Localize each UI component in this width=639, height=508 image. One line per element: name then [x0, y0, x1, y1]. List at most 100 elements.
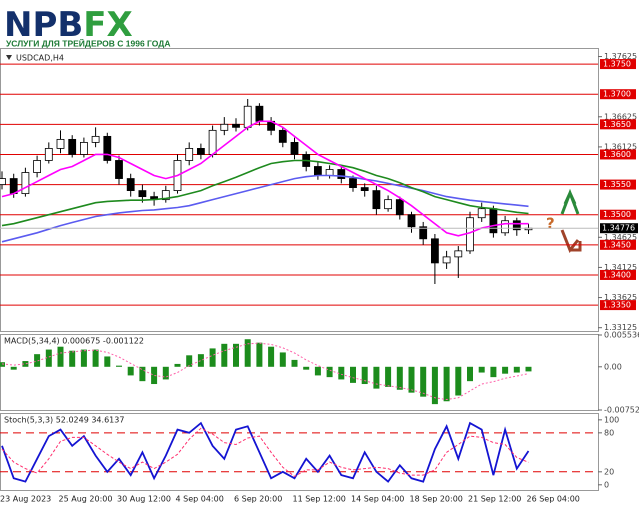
level-label-bg: [600, 209, 636, 220]
macd-bar: [34, 354, 41, 367]
macd-bar: [127, 366, 134, 376]
macd-bar: [385, 366, 392, 387]
x-tick-label: 23 Aug 2023: [0, 495, 51, 504]
candle-body: [103, 135, 112, 161]
candle-body: [185, 148, 194, 161]
stoch-panel: [0, 413, 599, 491]
candle-body: [220, 123, 229, 131]
macd-bar: [408, 366, 415, 393]
candle-body: [395, 199, 404, 216]
macd-bar: [314, 366, 321, 376]
candle-body: [33, 160, 41, 173]
macd-bar: [233, 343, 239, 367]
current-price: 1.34776: [602, 224, 635, 233]
y-tick-label: 100: [604, 415, 619, 424]
candle-body: [21, 172, 30, 195]
stoch-line: [1, 427, 529, 477]
level-label-bg: [600, 89, 636, 100]
question-mark: ?: [546, 215, 555, 233]
x-tick-label: 4 Sep 04:00: [176, 495, 224, 504]
macd-bar: [162, 366, 169, 380]
x-tick-label: 30 Aug 12:00: [117, 495, 171, 504]
candle-body: [501, 220, 510, 234]
x-tick-label: 11 Sep 12:00: [293, 495, 346, 504]
macd-bar: [502, 366, 509, 374]
macd-bar: [92, 349, 99, 367]
y-tick-label: 0.00: [604, 362, 622, 371]
candle-body: [80, 141, 88, 155]
candle-body: [126, 178, 135, 192]
logo-left: NPB: [4, 5, 83, 45]
level-label: 1.3350: [603, 301, 631, 310]
forecast-arrows: ?: [546, 188, 582, 253]
candle-body: [512, 220, 521, 231]
symbol-marker: [6, 55, 12, 60]
x-tick-label: 26 Sep 04:00: [527, 495, 580, 504]
logo: NPBFX: [4, 5, 133, 45]
macd-bar: [0, 362, 5, 367]
macd-bar: [396, 366, 403, 390]
macd-bar: [57, 346, 64, 367]
candle-body: [384, 199, 393, 210]
moving-average: [1, 174, 529, 243]
macd-bar: [326, 366, 333, 378]
macd-bar: [443, 366, 450, 402]
macd-bar: [10, 366, 17, 370]
macd-bar: [279, 352, 286, 367]
level-label-bg: [600, 269, 636, 280]
y-tick-label: 0.005536: [604, 331, 639, 340]
candle-body: [466, 217, 474, 252]
candle-body: [454, 250, 463, 258]
macd-signal: [1, 342, 529, 401]
macd-bar: [80, 349, 87, 367]
macd-bar: [139, 366, 146, 382]
macd-bar: [338, 366, 345, 380]
level-label: 1.3500: [603, 210, 631, 219]
macd-bar: [197, 354, 204, 367]
macd-bar: [268, 346, 275, 367]
candle-body: [208, 129, 217, 155]
level-label: 1.3700: [603, 90, 631, 99]
candle-body: [419, 226, 428, 240]
y-tick-label: -0.007522: [604, 406, 639, 415]
moving-average: [1, 120, 529, 237]
macd-bar: [104, 356, 111, 367]
macd-bar: [186, 355, 193, 367]
candle-body: [337, 169, 346, 179]
candle-body: [430, 238, 439, 264]
level-label-bg: [600, 239, 636, 250]
logo-tagline: УСЛУГИ ДЛЯ ТРЕЙДЕРОВ С 1996 ГОДА: [6, 37, 170, 48]
candle-body: [477, 208, 486, 219]
candle-body: [68, 138, 77, 155]
y-tick-label: 1.33625: [604, 293, 637, 302]
candle-body: [372, 190, 381, 210]
candle-body: [489, 208, 498, 234]
macd-bar: [361, 366, 368, 385]
macd-bar: [490, 366, 497, 378]
level-label-bg: [600, 300, 636, 311]
y-tick-label: 1.33125: [604, 323, 637, 332]
macd-bar: [209, 348, 216, 367]
candle-body: [278, 129, 287, 143]
moving-average: [1, 159, 529, 227]
macd-bar: [478, 366, 485, 373]
stoch-line: [1, 421, 530, 483]
y-tick-label: 80: [604, 428, 614, 437]
macd-bar: [467, 366, 473, 382]
candle-body: [56, 138, 65, 149]
macd-bar: [513, 366, 520, 373]
y-tick-label: 1.34125: [604, 263, 637, 272]
x-tick-label: 18 Sep 20:00: [410, 495, 463, 504]
candle-body: [290, 141, 299, 155]
candle-body: [138, 190, 147, 198]
candle-body: [232, 123, 240, 128]
x-tick-label: 14 Sep 04:00: [351, 495, 404, 504]
macd-bar: [420, 366, 427, 397]
y-tick-label: 1.36625: [604, 112, 637, 121]
macd-bar: [431, 366, 438, 405]
candle-body: [360, 187, 369, 192]
candle-body: [0, 178, 6, 185]
level-label: 1.3400: [603, 270, 631, 279]
candle-body: [255, 105, 264, 122]
